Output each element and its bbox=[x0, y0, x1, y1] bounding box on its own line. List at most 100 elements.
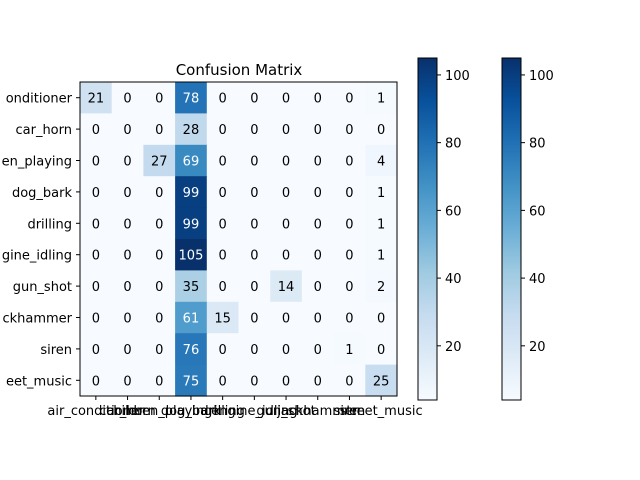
cell-9-5 bbox=[238, 364, 271, 397]
matrix-frame bbox=[79, 81, 398, 397]
cell-4-7 bbox=[301, 207, 335, 240]
cell-3-7 bbox=[301, 176, 335, 209]
cell-1-4 bbox=[206, 113, 240, 146]
cell-value-7-8: 0 bbox=[345, 312, 353, 327]
cell-7-2 bbox=[143, 301, 176, 334]
cell-value-3-3: 99 bbox=[183, 186, 200, 201]
cell-1-1 bbox=[111, 113, 144, 146]
cell-value-1-4: 0 bbox=[219, 123, 227, 138]
cell-9-2 bbox=[143, 364, 176, 397]
cell-value-4-7: 0 bbox=[314, 217, 322, 232]
row-tick-label-5: gine_idling bbox=[2, 249, 72, 264]
cell-value-5-9: 1 bbox=[377, 249, 385, 264]
cell-3-0 bbox=[80, 176, 113, 209]
colorbar-0-tick-label-3: 80 bbox=[445, 137, 462, 152]
row-tick-label-1: car_horn bbox=[15, 123, 72, 138]
cell-value-8-4: 0 bbox=[219, 343, 227, 358]
cell-value-3-5: 0 bbox=[250, 186, 258, 201]
cell-value-0-7: 0 bbox=[314, 92, 322, 107]
cell-value-1-3: 28 bbox=[183, 123, 200, 138]
cell-6-9 bbox=[365, 270, 398, 303]
row-tick-label-3: dog_bark bbox=[12, 186, 73, 201]
cell-value-5-6: 0 bbox=[282, 249, 290, 264]
cell-1-3 bbox=[175, 113, 208, 146]
cell-value-2-3: 69 bbox=[183, 155, 200, 170]
cell-value-3-2: 0 bbox=[155, 186, 163, 201]
cell-value-5-7: 0 bbox=[314, 249, 322, 264]
cell-9-7 bbox=[301, 364, 335, 397]
cell-9-3 bbox=[175, 364, 208, 397]
cell-6-3 bbox=[175, 270, 208, 303]
cell-5-6 bbox=[270, 239, 303, 271]
cell-value-8-8: 1 bbox=[345, 343, 353, 358]
row-tick-label-2: en_playing bbox=[2, 155, 72, 170]
cell-7-3 bbox=[175, 301, 208, 334]
cell-9-9 bbox=[365, 364, 398, 397]
cell-9-6 bbox=[270, 364, 303, 397]
cell-4-9 bbox=[365, 207, 398, 240]
cell-4-8 bbox=[333, 207, 366, 240]
colorbar-0 bbox=[417, 57, 438, 401]
cell-value-7-1: 0 bbox=[123, 312, 131, 327]
cell-value-2-7: 0 bbox=[314, 155, 322, 170]
colorbar-1-tick-label-4: 100 bbox=[529, 69, 554, 84]
cell-9-0 bbox=[80, 364, 113, 397]
cell-6-7 bbox=[301, 270, 335, 303]
cell-0-2 bbox=[143, 82, 176, 114]
cell-2-5 bbox=[238, 144, 271, 177]
cell-0-9 bbox=[365, 82, 398, 114]
cell-value-6-5: 0 bbox=[250, 280, 258, 295]
cell-3-9 bbox=[365, 176, 398, 209]
cell-3-1 bbox=[111, 176, 144, 209]
row-tick-label-6: gun_shot bbox=[13, 280, 72, 295]
cell-0-7 bbox=[301, 82, 335, 114]
cell-value-6-2: 0 bbox=[155, 280, 163, 295]
cell-4-6 bbox=[270, 207, 303, 240]
cell-6-4 bbox=[206, 270, 240, 303]
cell-value-7-6: 0 bbox=[282, 312, 290, 327]
cell-value-2-4: 0 bbox=[219, 155, 227, 170]
cell-7-0 bbox=[80, 301, 113, 334]
cell-value-2-8: 0 bbox=[345, 155, 353, 170]
cell-value-9-7: 0 bbox=[314, 374, 322, 389]
cell-2-8 bbox=[333, 144, 366, 177]
cell-value-1-1: 0 bbox=[123, 123, 131, 138]
col-tick-label-9: street_music bbox=[340, 404, 423, 419]
cell-value-9-4: 0 bbox=[219, 374, 227, 389]
colorbar-0-tick-label-0: 20 bbox=[445, 340, 462, 355]
cell-1-7 bbox=[301, 113, 335, 146]
cell-value-8-9: 0 bbox=[377, 343, 385, 358]
cell-value-7-5: 0 bbox=[250, 312, 258, 327]
cell-5-0 bbox=[80, 239, 113, 271]
cell-value-7-0: 0 bbox=[92, 312, 100, 327]
cell-value-5-0: 0 bbox=[92, 249, 100, 264]
cell-value-1-8: 0 bbox=[345, 123, 353, 138]
cell-4-3 bbox=[175, 207, 208, 240]
cell-value-0-3: 78 bbox=[183, 92, 200, 107]
cell-value-8-6: 0 bbox=[282, 343, 290, 358]
cell-8-2 bbox=[143, 333, 176, 366]
cell-8-5 bbox=[238, 333, 271, 366]
cell-value-0-1: 0 bbox=[123, 92, 131, 107]
cell-value-6-8: 0 bbox=[345, 280, 353, 295]
cell-4-4 bbox=[206, 207, 240, 240]
colorbar-1-tick-label-1: 40 bbox=[529, 272, 546, 287]
cell-value-7-7: 0 bbox=[314, 312, 322, 327]
cell-6-6 bbox=[270, 270, 303, 303]
cell-9-1 bbox=[111, 364, 144, 397]
cell-6-5 bbox=[238, 270, 271, 303]
cell-value-0-5: 0 bbox=[250, 92, 258, 107]
cell-value-3-8: 0 bbox=[345, 186, 353, 201]
cell-5-4 bbox=[206, 239, 240, 271]
row-tick-label-9: eet_music bbox=[6, 374, 72, 389]
cell-8-0 bbox=[80, 333, 113, 366]
row-tick-label-8: siren bbox=[40, 343, 72, 358]
cell-3-6 bbox=[270, 176, 303, 209]
cell-2-0 bbox=[80, 144, 113, 177]
cell-8-3 bbox=[175, 333, 208, 366]
cell-0-5 bbox=[238, 82, 271, 114]
cell-0-3 bbox=[175, 82, 208, 114]
cell-3-5 bbox=[238, 176, 271, 209]
cell-value-4-1: 0 bbox=[123, 217, 131, 232]
cell-5-5 bbox=[238, 239, 271, 271]
